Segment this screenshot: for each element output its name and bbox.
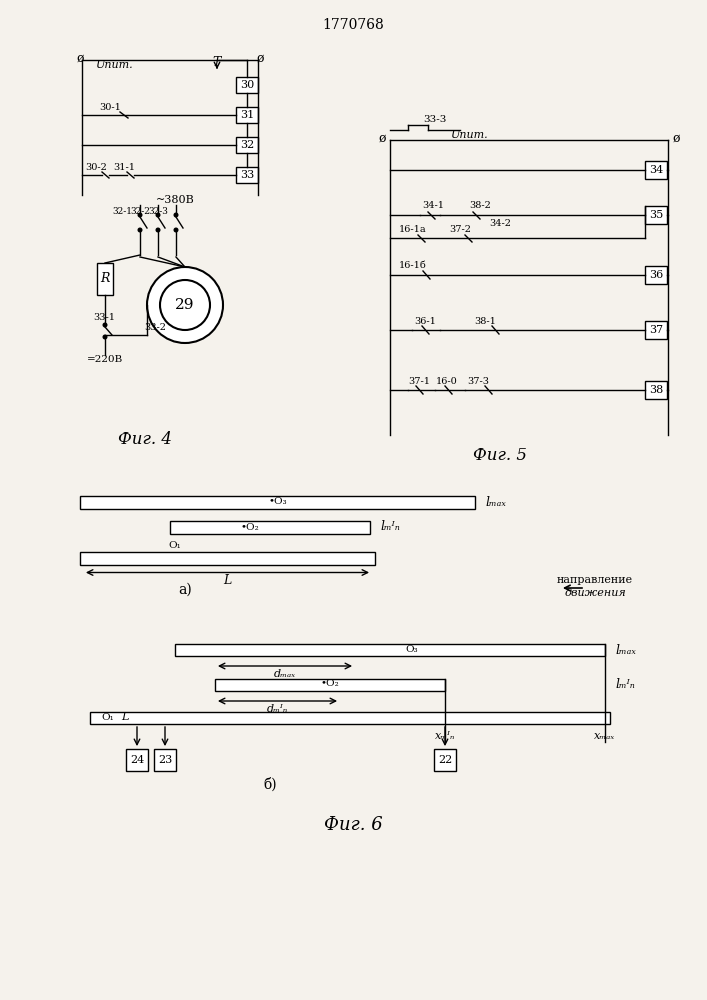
Bar: [154, 749, 176, 771]
Circle shape: [174, 213, 177, 217]
Text: 38-1: 38-1: [474, 316, 496, 326]
Text: =220В: =220В: [87, 356, 123, 364]
Text: 33: 33: [240, 170, 254, 180]
Text: ø: ø: [378, 131, 386, 144]
Text: L: L: [122, 712, 129, 722]
Text: 37-3: 37-3: [467, 376, 489, 385]
Text: L: L: [223, 574, 232, 587]
Bar: [645, 161, 667, 179]
Text: 32: 32: [240, 140, 254, 150]
Text: lₘₐₓ: lₘₐₓ: [615, 644, 636, 656]
Text: направление: направление: [557, 575, 633, 585]
Text: 16-1б: 16-1б: [399, 261, 427, 270]
Text: •O₃: •O₃: [268, 497, 287, 506]
Text: 31-1: 31-1: [113, 162, 135, 172]
Text: T: T: [213, 56, 221, 70]
Text: 37-2: 37-2: [449, 226, 471, 234]
Bar: [434, 749, 456, 771]
Bar: [80, 552, 375, 564]
Text: 24: 24: [130, 755, 144, 765]
Bar: [170, 520, 370, 534]
Text: 30: 30: [240, 80, 254, 90]
Text: O₃: O₃: [405, 645, 418, 654]
Text: •O₂: •O₂: [321, 680, 339, 688]
Text: ø: ø: [256, 51, 264, 64]
Text: 37-1: 37-1: [408, 376, 430, 385]
Text: ø: ø: [672, 131, 679, 144]
Bar: [236, 77, 258, 93]
Text: O₁: O₁: [102, 712, 115, 722]
Text: •O₂: •O₂: [240, 522, 259, 532]
Bar: [236, 107, 258, 123]
Text: 33-3: 33-3: [423, 115, 447, 124]
Text: 35: 35: [649, 210, 663, 220]
Bar: [645, 266, 667, 284]
Text: б): б): [263, 778, 277, 792]
Bar: [215, 679, 445, 691]
Text: a): a): [178, 583, 192, 597]
Text: xₘₐₓ: xₘₐₓ: [595, 731, 616, 741]
Text: 36-1: 36-1: [414, 316, 436, 326]
Bar: [645, 321, 667, 339]
Bar: [236, 167, 258, 183]
Text: 33-2: 33-2: [144, 322, 166, 332]
Text: 38-2: 38-2: [469, 202, 491, 211]
Circle shape: [147, 267, 223, 343]
Circle shape: [174, 228, 177, 232]
Circle shape: [156, 228, 160, 232]
Text: 36: 36: [649, 270, 663, 280]
Text: 1770768: 1770768: [322, 18, 384, 32]
Bar: [645, 381, 667, 399]
Text: 30-2: 30-2: [85, 162, 107, 172]
Text: Uпит.: Uпит.: [96, 60, 134, 70]
Text: lₘᴵₙ: lₘᴵₙ: [380, 520, 400, 534]
Text: ø: ø: [76, 51, 83, 64]
Bar: [175, 644, 605, 656]
Text: 34-1: 34-1: [422, 202, 444, 211]
Text: dₘᴵₙ: dₘᴵₙ: [267, 704, 288, 714]
Circle shape: [156, 213, 160, 217]
Text: 22: 22: [438, 755, 452, 765]
Text: lₘᴵₙ: lₘᴵₙ: [615, 678, 635, 692]
Bar: [236, 137, 258, 153]
Text: Фиг. 6: Фиг. 6: [324, 816, 382, 834]
Text: xₘᴵₙ: xₘᴵₙ: [435, 731, 455, 741]
Text: 37: 37: [649, 325, 663, 335]
Circle shape: [103, 323, 107, 327]
Circle shape: [138, 213, 142, 217]
Text: 38: 38: [649, 385, 663, 395]
Text: движения: движения: [564, 588, 626, 598]
Circle shape: [103, 335, 107, 339]
Text: 32-3: 32-3: [148, 207, 168, 216]
Text: Uпит.: Uпит.: [451, 130, 489, 140]
Bar: [90, 712, 610, 724]
Text: 32-1: 32-1: [112, 207, 132, 216]
Text: dₘₐₓ: dₘₐₓ: [274, 669, 296, 679]
Text: 30-1: 30-1: [99, 103, 121, 111]
Text: 34-2: 34-2: [489, 220, 511, 229]
Text: O₁: O₁: [169, 540, 182, 550]
Text: 16-0: 16-0: [436, 376, 458, 385]
Bar: [97, 263, 113, 295]
Text: 16-1a: 16-1a: [399, 226, 427, 234]
Circle shape: [138, 228, 142, 232]
Text: R: R: [100, 272, 110, 286]
Text: ~380В: ~380В: [156, 195, 194, 205]
Bar: [126, 749, 148, 771]
Bar: [645, 206, 667, 224]
Text: 23: 23: [158, 755, 172, 765]
Text: 32-2: 32-2: [130, 207, 150, 216]
Text: lₘₐₓ: lₘₐₓ: [485, 495, 506, 508]
Text: 34: 34: [649, 165, 663, 175]
Text: 29: 29: [175, 298, 194, 312]
Text: Фиг. 4: Фиг. 4: [118, 432, 172, 448]
Text: 33-1: 33-1: [93, 314, 115, 322]
Text: 31: 31: [240, 110, 254, 120]
Bar: [80, 495, 475, 508]
Circle shape: [160, 280, 210, 330]
Text: Фиг. 5: Фиг. 5: [473, 446, 527, 464]
